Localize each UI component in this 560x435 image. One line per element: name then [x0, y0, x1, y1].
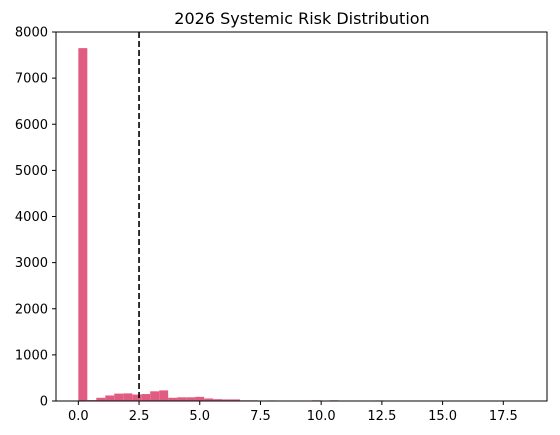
x-tick-label: 15.0	[428, 409, 457, 424]
x-tick-label: 10.0	[307, 409, 336, 424]
x-tick-label: 12.5	[367, 409, 396, 424]
plot-frame	[55, 31, 548, 402]
histogram-bar	[168, 397, 178, 401]
histogram-bar	[150, 391, 160, 401]
x-tick-label: 5.0	[189, 409, 210, 424]
y-tick-label: 4000	[15, 210, 48, 225]
histogram-bar	[78, 48, 88, 401]
histogram-bar	[222, 399, 232, 401]
y-tick-label: 2000	[15, 302, 48, 317]
x-tick-label: 17.5	[489, 409, 518, 424]
histogram-bar	[186, 397, 196, 401]
y-tick-label: 5000	[15, 164, 48, 179]
histogram-bar	[231, 399, 241, 401]
histogram-bar	[114, 393, 124, 401]
histogram-bar	[195, 396, 205, 401]
histogram-bar	[132, 394, 142, 401]
histogram-bar	[177, 397, 187, 401]
chart-title: 2026 Systemic Risk Distribution	[174, 9, 429, 28]
y-tick-label: 8000	[15, 26, 48, 41]
histogram-bar	[96, 397, 106, 401]
histogram-bar	[105, 395, 115, 401]
axes-group: 0.0 2.5 5.0 7.5 10.0 12.5 15.0 17.5 0 1000 2000 300…	[15, 26, 548, 424]
histogram-bar	[213, 399, 223, 401]
y-tick-label: 3000	[15, 256, 48, 271]
y-tick-label: 7000	[15, 72, 48, 87]
x-tick-label: 7.5	[250, 409, 271, 424]
bars-group	[78, 48, 528, 401]
y-tick-label: 6000	[15, 118, 48, 133]
x-tick-label: 2.5	[129, 409, 150, 424]
y-tick-label: 0	[40, 395, 48, 410]
y-tick-label: 1000	[15, 348, 48, 363]
histogram-bar	[123, 393, 133, 401]
x-tick-label: 0.0	[68, 409, 89, 424]
histogram-bar	[141, 394, 151, 401]
histogram-bar	[159, 390, 169, 401]
histogram-bar	[204, 398, 214, 401]
